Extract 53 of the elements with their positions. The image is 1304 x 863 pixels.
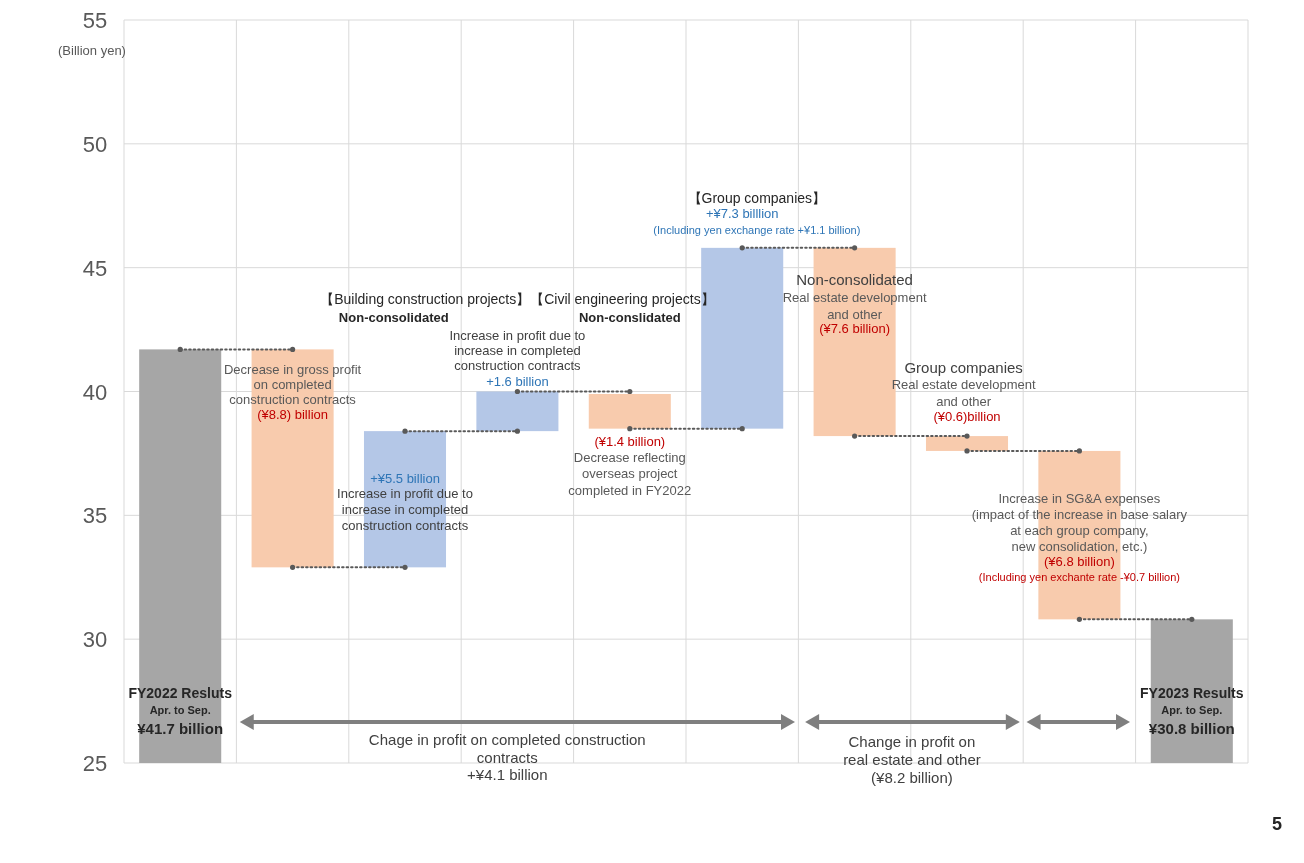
data-label: (¥8.8) billion bbox=[257, 407, 329, 422]
annotation: construction contracts bbox=[341, 518, 469, 533]
annotation: and other bbox=[936, 394, 992, 409]
y-tick-label: 25 bbox=[82, 751, 108, 776]
data-label: +1.6 billion bbox=[486, 374, 549, 389]
annotation: Apr. to Sep. bbox=[149, 704, 211, 716]
annotation: on completed bbox=[253, 377, 332, 392]
annotation: Non-consolidated bbox=[796, 271, 913, 288]
annotation: (impact of the increase in base salary bbox=[971, 507, 1188, 522]
y-axis-title: (Billion yen) bbox=[58, 43, 126, 58]
annotation: Increase in profit due to bbox=[337, 486, 473, 501]
annotation: contracts bbox=[476, 749, 538, 766]
annotation: 【Group companies】 bbox=[687, 190, 827, 206]
y-tick-label: 45 bbox=[82, 255, 108, 281]
annotation: Non-consolidated bbox=[338, 310, 449, 325]
text: (¥8.2 billion) bbox=[871, 769, 953, 786]
annotation: Non-conslidated bbox=[578, 310, 681, 325]
text: 5 bbox=[1271, 814, 1283, 834]
annotation: construction contracts bbox=[454, 358, 582, 373]
annotation: Decrease reflecting bbox=[573, 450, 686, 465]
y-tick-label: 40 bbox=[82, 379, 108, 405]
annotation: at each group company, bbox=[1010, 523, 1149, 538]
annotation: real estate and other bbox=[843, 751, 981, 768]
data-label: +¥7.3 billlion bbox=[705, 206, 779, 221]
annotation: Group companies bbox=[904, 359, 1023, 376]
annotation: 【Building construction projects】【Civil engineering projects】 bbox=[320, 291, 715, 307]
data-label: (¥1.4 billion) bbox=[594, 434, 666, 449]
annotation: Apr. to Sep. bbox=[1161, 704, 1223, 716]
annotation: Real estate development bbox=[891, 377, 1036, 392]
annotation: increase in completed bbox=[454, 343, 581, 358]
y-tick-label: 55 bbox=[82, 8, 108, 33]
data-label: (¥0.6)billion bbox=[933, 409, 1001, 424]
data-label: (¥7.6 billion) bbox=[819, 321, 891, 336]
annotation: construction contracts bbox=[229, 392, 357, 407]
annotation: (Including yen exchange rate +¥1.1 billion) bbox=[653, 224, 861, 236]
y-tick-label: 35 bbox=[82, 503, 108, 529]
annotation: Chage in profit on completed construction bbox=[368, 731, 646, 748]
annotation: and other bbox=[827, 307, 883, 322]
annotation: increase in completed bbox=[341, 502, 469, 517]
annotation: new consolidation, etc.) bbox=[1011, 539, 1148, 554]
y-tick-label: 30 bbox=[82, 627, 108, 653]
annotation: (Including yen exchante rate -¥0.7 billion) bbox=[978, 571, 1180, 583]
annotation: Real estate development bbox=[782, 290, 927, 305]
annotation: overseas project bbox=[582, 466, 678, 481]
data-label: +¥5.5 billion bbox=[370, 471, 440, 486]
annotation: Increase in profit due to bbox=[449, 328, 586, 343]
annotation: Decrease in gross profit bbox=[223, 362, 362, 377]
annotation: Change in profit on bbox=[848, 733, 976, 750]
annotation: Increase in SG&A expenses bbox=[998, 491, 1161, 506]
annotation: completed in FY2022 bbox=[568, 483, 692, 498]
data-label: (¥6.8 billion) bbox=[1043, 554, 1115, 569]
y-tick-label: 50 bbox=[82, 131, 108, 157]
text: +¥4.1 billion bbox=[467, 766, 548, 783]
